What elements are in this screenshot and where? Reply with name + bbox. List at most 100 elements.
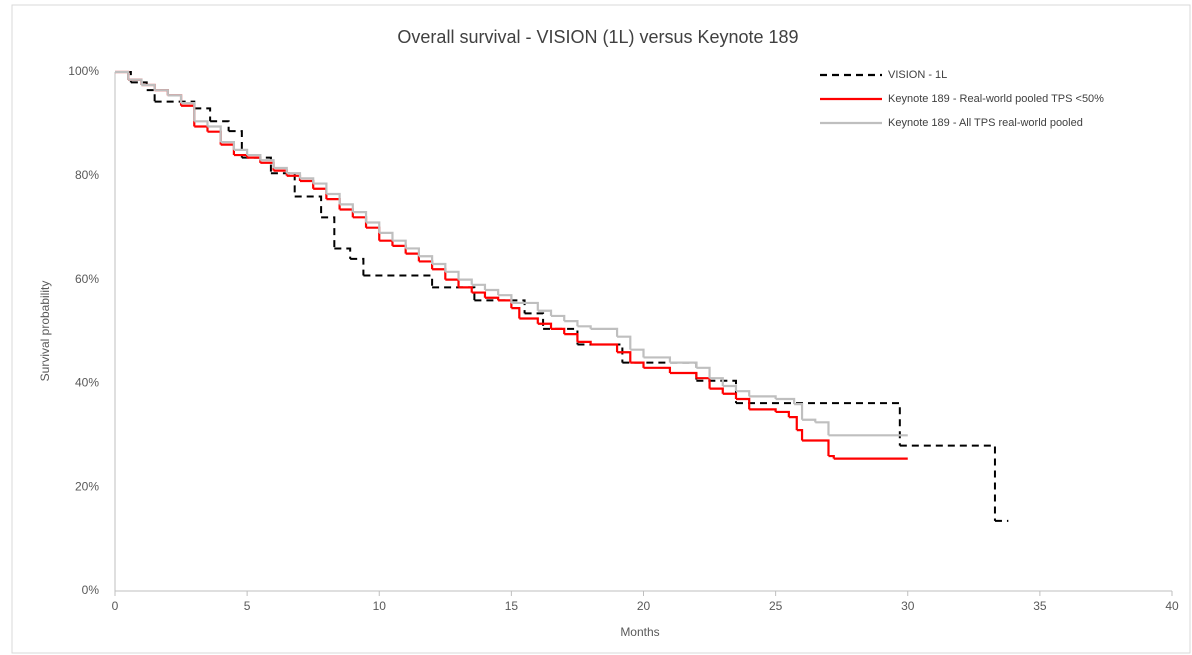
survival-step xyxy=(313,182,328,194)
survival-step xyxy=(551,314,566,322)
survival-step xyxy=(207,130,222,145)
survival-step xyxy=(519,317,539,324)
survival-step xyxy=(194,107,212,122)
survival-step xyxy=(669,361,698,368)
survival-step xyxy=(794,403,804,420)
survival-step xyxy=(696,377,711,389)
survival-step xyxy=(802,439,830,457)
survival-step xyxy=(313,187,328,200)
survival-step xyxy=(722,384,738,392)
survival-step xyxy=(379,239,394,246)
survival-step xyxy=(577,343,624,363)
survival-step xyxy=(363,274,434,288)
survival-step xyxy=(828,454,835,459)
survival-step xyxy=(405,252,420,262)
survival-step xyxy=(247,156,262,163)
survival-step xyxy=(334,247,352,259)
survival-step xyxy=(392,239,407,249)
survival-step xyxy=(432,268,447,280)
survival-step xyxy=(146,89,156,102)
survival-step xyxy=(352,216,368,228)
survival-step xyxy=(735,397,751,410)
survival-step xyxy=(286,172,302,179)
survival-step xyxy=(498,294,513,303)
survival-step xyxy=(379,231,394,241)
survival-step xyxy=(802,418,817,423)
survival-step xyxy=(286,174,302,181)
survival-step xyxy=(339,208,354,218)
legend-text: VISION - 1L xyxy=(888,69,947,81)
survival-step xyxy=(796,429,804,441)
survival-step xyxy=(669,371,698,379)
survival-step xyxy=(788,416,798,431)
survival-step xyxy=(630,348,645,358)
survival-step xyxy=(735,390,751,397)
survival-step xyxy=(392,244,407,254)
survival-step xyxy=(722,392,738,399)
y-axis-label: Survival probability xyxy=(38,281,52,382)
survival-step xyxy=(352,211,368,223)
survival-step xyxy=(511,307,521,319)
x-axis-label: Months xyxy=(620,625,659,639)
survival-step xyxy=(432,262,447,272)
survival-step xyxy=(366,221,381,233)
survival-step xyxy=(321,216,336,249)
survival-step xyxy=(194,125,209,132)
survival-step xyxy=(622,361,698,381)
legend-text: Keynote 189 - All TPS real-world pooled xyxy=(888,117,1083,129)
survival-step xyxy=(141,83,156,91)
survival-step xyxy=(326,192,341,205)
x-tick-label: 40 xyxy=(1165,599,1179,613)
survival-step xyxy=(247,153,262,161)
survival-step xyxy=(511,301,539,311)
survival-step xyxy=(564,332,579,342)
survival-step xyxy=(154,89,169,96)
x-tick-label: 30 xyxy=(901,599,915,613)
survival-step xyxy=(577,325,592,329)
survival-step xyxy=(167,94,183,104)
survival-step xyxy=(210,120,230,132)
survival-step xyxy=(273,166,288,174)
survival-step xyxy=(458,278,473,285)
survival-step xyxy=(220,143,236,156)
survival-step xyxy=(630,361,645,368)
survival-step xyxy=(339,203,354,213)
survival-step xyxy=(498,299,513,309)
chart-title: Overall survival - VISION (1L) versus Ke… xyxy=(397,27,798,47)
survival-step xyxy=(899,444,996,521)
survival-step xyxy=(154,100,196,109)
survival-step xyxy=(749,408,777,412)
survival-step xyxy=(194,120,209,127)
survival-step xyxy=(115,70,130,80)
survival-step xyxy=(350,257,365,276)
survival-step xyxy=(696,366,711,379)
survival-step xyxy=(167,94,183,106)
survival-step xyxy=(220,140,236,150)
x-tick-label: 25 xyxy=(769,599,783,613)
survival-step xyxy=(270,172,296,197)
survival-step xyxy=(294,195,323,218)
survival-step xyxy=(418,255,434,265)
survival-step xyxy=(233,148,249,156)
survival-step xyxy=(130,81,148,91)
survival-step xyxy=(643,356,672,363)
survival-step xyxy=(543,327,579,345)
y-tick-label: 20% xyxy=(75,479,99,493)
survival-step xyxy=(260,159,275,169)
survival-step xyxy=(241,156,272,174)
x-tick-label: 35 xyxy=(1033,599,1047,613)
survival-step xyxy=(709,387,724,394)
legend-text: Keynote 189 - Real-world pooled TPS <50% xyxy=(888,93,1104,105)
survival-step xyxy=(564,320,579,327)
survival-step xyxy=(537,322,553,329)
survival-step xyxy=(366,226,381,241)
survival-step xyxy=(432,286,476,301)
survival-step xyxy=(617,335,632,350)
survival-step xyxy=(474,299,526,314)
survival-step xyxy=(445,278,460,288)
survival-step xyxy=(617,351,632,363)
survival-step xyxy=(775,397,796,405)
x-tick-label: 5 xyxy=(244,599,251,613)
